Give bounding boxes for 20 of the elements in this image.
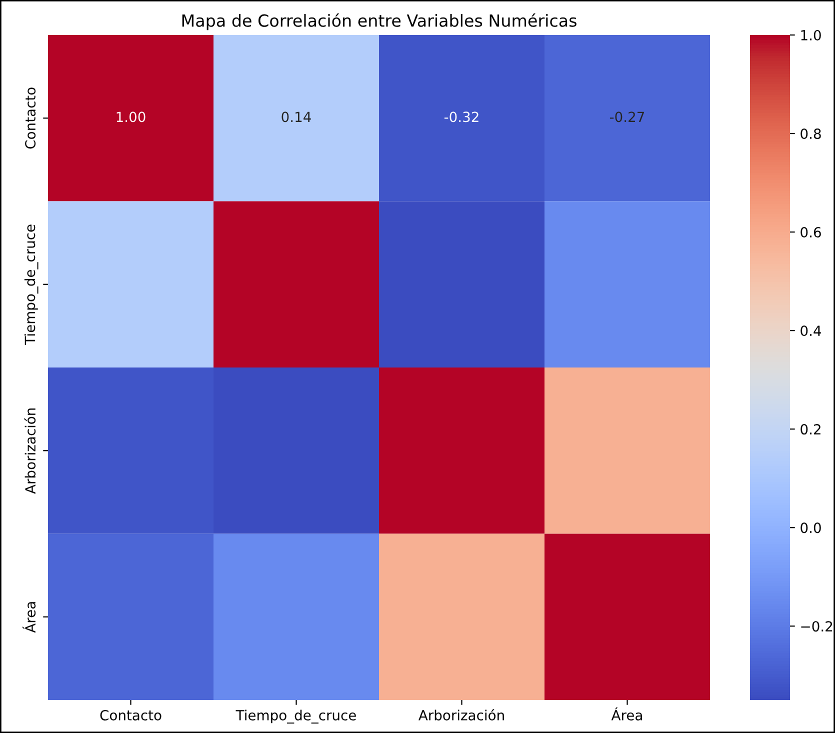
color-bar-label: 0.2 — [800, 424, 820, 435]
x-tick-label: Contacto — [100, 710, 162, 720]
data-label: -0.27 — [610, 112, 644, 122]
color-bar-label: 0.4 — [800, 326, 822, 336]
color-bar-label: 0.8 — [800, 128, 821, 139]
color-bar-label: −0.2 — [801, 621, 832, 632]
color-bar-label: 0.6 — [800, 227, 821, 238]
x-tick-label: Arborización — [418, 709, 504, 720]
y-tick-label: Contacto — [25, 88, 36, 149]
data-label: 1.00 — [116, 112, 146, 122]
y-tick-label: Área — [22, 602, 36, 633]
x-tick-label: Tiempo_de_cruce — [236, 710, 356, 724]
y-tick-label: Tiempo_de_cruce — [24, 224, 38, 345]
y-tick-label: Arborización — [24, 408, 36, 494]
color-bar-label: 0.0 — [800, 522, 821, 534]
color-bar-label: 1.0 — [801, 30, 821, 40]
data-label: -0.32 — [444, 112, 478, 122]
chart-title: Mapa de Correlación entre Variables Numéricas — [182, 13, 576, 30]
x-tick-label: Área — [611, 707, 642, 720]
data-label: 0.14 — [282, 112, 311, 122]
